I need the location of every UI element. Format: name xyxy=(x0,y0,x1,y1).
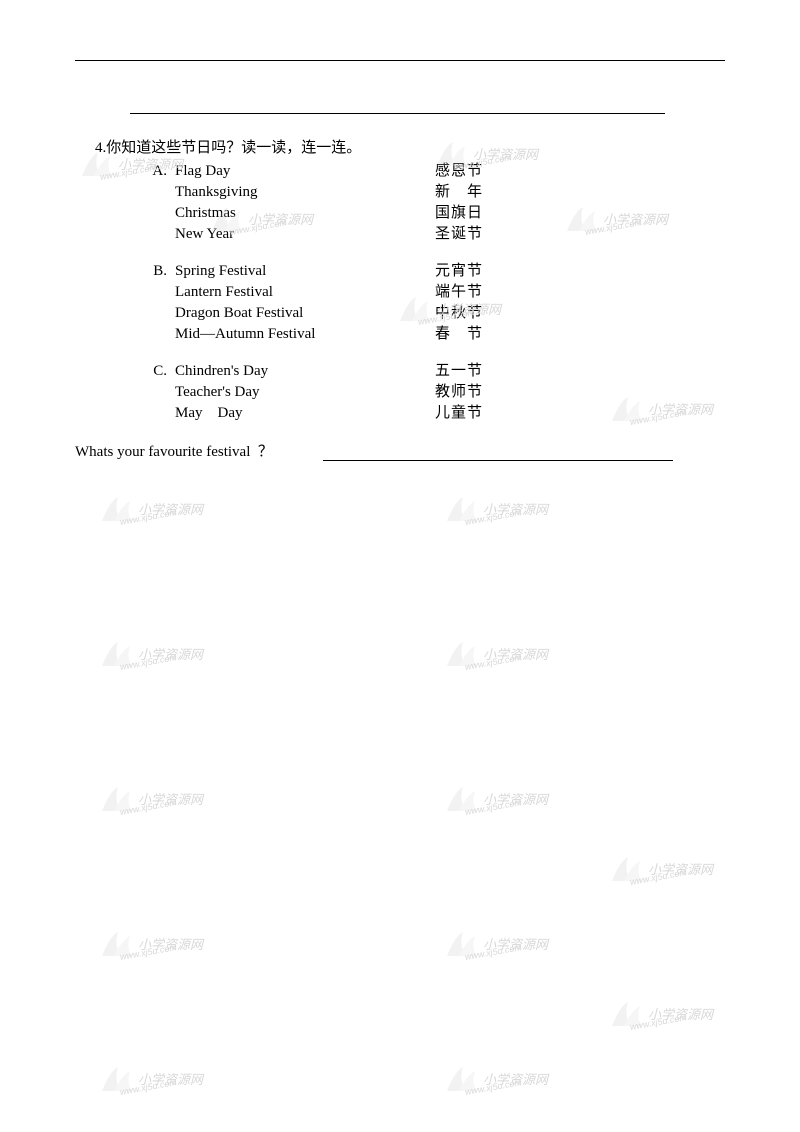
watermark-text-url: www.xj5u.com xyxy=(119,1077,177,1097)
final-question-row: Whats your favourite festival ？ xyxy=(75,440,725,461)
watermark-text-cn: 小学资源网 xyxy=(483,644,548,663)
watermark-text-url: www.xj5u.com xyxy=(629,867,687,887)
watermark-text-cn: 小学资源网 xyxy=(648,859,713,878)
watermark-swoosh-icon xyxy=(610,855,648,890)
chinese-term: 春 节 xyxy=(435,324,555,345)
watermark-swoosh-icon xyxy=(445,640,483,675)
watermark-text-url: www.xj5u.com xyxy=(119,797,177,817)
english-term: Lantern Festival xyxy=(175,282,435,303)
match-group-b: B. Spring Festival 元宵节 Lantern Festival … xyxy=(75,261,725,345)
match-row: A. Flag Day 感恩节 xyxy=(75,161,725,182)
watermark-text-cn: 小学资源网 xyxy=(138,1069,203,1088)
english-term: Thanksgiving xyxy=(175,182,435,203)
english-term: Spring Festival xyxy=(175,261,435,282)
watermark-text-url: www.xj5u.com xyxy=(464,652,522,672)
english-term: Christmas xyxy=(175,203,435,224)
chinese-term: 感恩节 xyxy=(435,161,555,182)
chinese-term: 儿童节 xyxy=(435,403,555,424)
watermark-text-cn: 小学资源网 xyxy=(483,934,548,953)
match-row: May Day 儿童节 xyxy=(75,403,725,424)
chinese-term: 端午节 xyxy=(435,282,555,303)
watermark-swoosh-icon xyxy=(445,785,483,820)
match-row: Lantern Festival 端午节 xyxy=(75,282,725,303)
watermark-text-url: www.xj5u.com xyxy=(464,797,522,817)
chinese-term: 中秋节 xyxy=(435,303,555,324)
match-row: Teacher's Day 教师节 xyxy=(75,382,725,403)
watermark-text-cn: 小学资源网 xyxy=(483,1069,548,1088)
group-label: B. xyxy=(75,261,175,282)
english-term: Teacher's Day xyxy=(175,382,435,403)
english-term: Dragon Boat Festival xyxy=(175,303,435,324)
blank-underline xyxy=(130,96,665,114)
watermark-text-cn: 小学资源网 xyxy=(483,789,548,808)
watermark-text-url: www.xj5u.com xyxy=(629,1012,687,1032)
english-term: Flag Day xyxy=(175,161,435,182)
chinese-term: 国旗日 xyxy=(435,203,555,224)
horizontal-rule-top xyxy=(75,60,725,61)
watermark-swoosh-icon xyxy=(100,640,138,675)
watermark-text-url: www.xj5u.com xyxy=(464,942,522,962)
chinese-term: 圣诞节 xyxy=(435,224,555,245)
chinese-term: 新 年 xyxy=(435,182,555,203)
match-group-a: A. Flag Day 感恩节 Thanksgiving 新 年 Christm… xyxy=(75,161,725,245)
watermark-swoosh-icon xyxy=(100,1065,138,1100)
watermark-text-cn: 小学资源网 xyxy=(648,1004,713,1023)
watermark-text-url: www.xj5u.com xyxy=(464,507,522,527)
watermark-swoosh-icon xyxy=(100,495,138,530)
match-group-c: C. Chindren's Day 五一节 Teacher's Day 教师节 … xyxy=(75,361,725,424)
english-term: New Year xyxy=(175,224,435,245)
watermark-swoosh-icon xyxy=(445,495,483,530)
question-text-content: 你知道这些节日吗？读一读，连一连。 xyxy=(106,140,361,156)
answer-underline xyxy=(323,445,673,461)
match-row: Thanksgiving 新 年 xyxy=(75,182,725,203)
english-term: Chindren's Day xyxy=(175,361,435,382)
watermark-swoosh-icon xyxy=(610,1000,648,1035)
watermark-swoosh-icon xyxy=(445,930,483,965)
question-number: 4. xyxy=(95,140,106,156)
chinese-term: 五一节 xyxy=(435,361,555,382)
group-label: A. xyxy=(75,161,175,182)
match-row: B. Spring Festival 元宵节 xyxy=(75,261,725,282)
watermark-text-cn: 小学资源网 xyxy=(483,499,548,518)
question-prompt: 4.你知道这些节日吗？读一读，连一连。 xyxy=(95,136,725,157)
group-label: C. xyxy=(75,361,175,382)
english-term: Mid—Autumn Festival xyxy=(175,324,435,345)
watermark-swoosh-icon xyxy=(100,930,138,965)
watermark-text-cn: 小学资源网 xyxy=(138,644,203,663)
match-row: Dragon Boat Festival 中秋节 xyxy=(75,303,725,324)
watermark-swoosh-icon xyxy=(100,785,138,820)
watermark-text-cn: 小学资源网 xyxy=(138,499,203,518)
watermark-text-url: www.xj5u.com xyxy=(119,652,177,672)
match-row: New Year 圣诞节 xyxy=(75,224,725,245)
watermark-text-url: www.xj5u.com xyxy=(464,1077,522,1097)
english-term: May Day xyxy=(175,403,435,424)
match-row: Christmas 国旗日 xyxy=(75,203,725,224)
match-row: C. Chindren's Day 五一节 xyxy=(75,361,725,382)
watermark-text-cn: 小学资源网 xyxy=(138,789,203,808)
chinese-term: 教师节 xyxy=(435,382,555,403)
watermark-text-url: www.xj5u.com xyxy=(119,942,177,962)
watermark-swoosh-icon xyxy=(445,1065,483,1100)
match-row: Mid—Autumn Festival 春 节 xyxy=(75,324,725,345)
final-question-text: Whats your favourite festival ？ xyxy=(75,440,273,461)
watermark-text-cn: 小学资源网 xyxy=(138,934,203,953)
watermark-text-url: www.xj5u.com xyxy=(119,507,177,527)
chinese-term: 元宵节 xyxy=(435,261,555,282)
